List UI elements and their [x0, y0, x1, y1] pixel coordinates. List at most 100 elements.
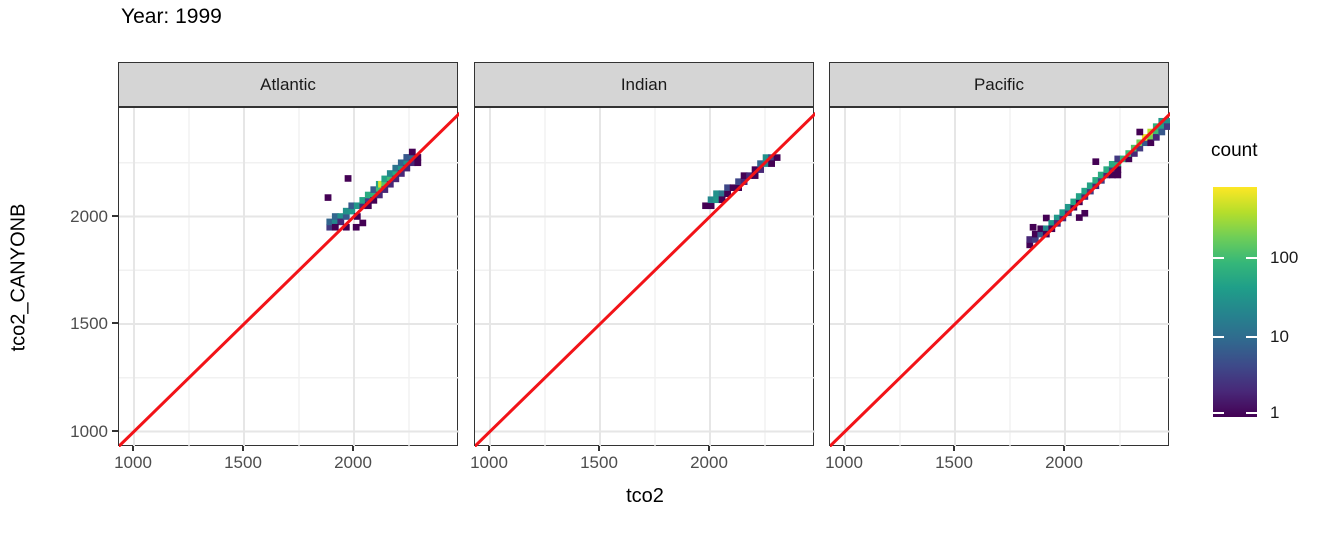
legend-tick-mark: [1246, 335, 1257, 338]
y-axis-tick: [112, 322, 118, 324]
count-bin: [331, 218, 339, 226]
count-bin: [1070, 198, 1078, 206]
x-axis-tick: [708, 446, 710, 451]
count-bin: [392, 175, 400, 183]
x-tick-label: 1500: [224, 453, 262, 472]
count-bin: [381, 186, 389, 193]
facet-strip-label: Atlantic: [260, 74, 316, 94]
legend-tick-label: 1: [1270, 403, 1280, 423]
count-bin: [1031, 230, 1039, 238]
facet-panel-indian: [474, 107, 815, 447]
count-bin: [364, 191, 372, 199]
y-axis-tick: [112, 429, 118, 432]
count-bin: [735, 178, 742, 185]
count-bin: [359, 197, 367, 204]
legend-tick-mark: [1246, 412, 1257, 415]
x-axis-tick: [953, 446, 955, 451]
count-bin: [1064, 203, 1072, 211]
count-bin: [702, 202, 709, 210]
count-bin: [337, 213, 345, 220]
count-bin: [707, 196, 715, 204]
x-axis-tick: [488, 446, 490, 451]
count-bin: [326, 223, 334, 231]
count-bin: [403, 159, 411, 167]
count-bin: [757, 160, 764, 167]
count-bin: [348, 207, 356, 215]
count-bin: [375, 191, 383, 199]
x-axis-tick: [242, 446, 244, 451]
count-bin: [1114, 166, 1122, 173]
x-axis-tick: [132, 446, 134, 451]
count-bin: [403, 154, 411, 161]
count-bin: [397, 164, 405, 172]
y-axis-tick: [112, 214, 118, 217]
count-bin: [724, 190, 731, 198]
legend-tick-label: 10: [1270, 326, 1289, 346]
count-bin: [1037, 230, 1045, 238]
count-bin: [762, 154, 770, 161]
identity-reference-line: [830, 111, 1170, 447]
count-bin: [364, 197, 372, 204]
count-bin: [1053, 214, 1061, 222]
count-bin: [1029, 223, 1037, 231]
count-bin: [1141, 139, 1149, 147]
count-bin: [375, 186, 383, 193]
legend-tick-mark: [1246, 257, 1257, 260]
legend-colorbar: [1213, 187, 1257, 417]
count-bin: [1092, 158, 1100, 165]
x-tick-label: 1000: [470, 453, 508, 472]
count-bin: [392, 164, 400, 172]
count-bin: [1081, 209, 1089, 217]
count-bin: [352, 223, 360, 231]
facet-strip-atlantic: Atlantic: [118, 62, 458, 107]
plot-title: Year: 1999: [121, 5, 222, 28]
count-bin: [740, 172, 748, 179]
count-bin: [1097, 171, 1105, 179]
count-bin: [1048, 220, 1056, 227]
y-tick-label: 1000: [70, 421, 108, 441]
count-bin: [342, 223, 350, 231]
count-bin: [751, 166, 759, 173]
panel-canvas: [830, 108, 1170, 447]
count-bin: [1103, 166, 1111, 173]
count-bin: [353, 202, 361, 210]
x-axis-title: tco2: [626, 485, 664, 507]
x-tick-label: 1000: [825, 453, 863, 472]
count-bin: [1163, 123, 1170, 130]
count-bin: [713, 190, 720, 198]
facet-strip-label: Indian: [620, 74, 668, 94]
x-tick-label: 2000: [690, 453, 728, 472]
count-bin: [1086, 182, 1094, 190]
count-bin: [386, 180, 394, 188]
count-bin: [408, 148, 416, 156]
count-bin: [1158, 123, 1166, 130]
panel-canvas: [475, 108, 815, 447]
count-bin: [370, 186, 378, 193]
count-bin: [353, 213, 361, 220]
count-bin: [718, 190, 726, 198]
count-bin: [1125, 155, 1133, 163]
legend-tick-mark: [1213, 335, 1224, 338]
count-bin: [1059, 209, 1067, 216]
count-bin: [1163, 117, 1170, 125]
facet-strip-label: Pacific: [973, 74, 1025, 94]
count-bin: [337, 218, 345, 226]
y-tick-label: 1500: [70, 314, 108, 333]
count-bin: [397, 170, 405, 177]
count-bin: [359, 202, 367, 210]
x-axis-tick: [843, 446, 845, 451]
count-bin: [364, 202, 372, 210]
count-bin: [386, 170, 394, 177]
count-bin: [359, 219, 367, 227]
count-bin: [1026, 241, 1034, 249]
count-bin: [751, 172, 759, 179]
y-tick-label: 2000: [70, 206, 108, 226]
count-bin: [348, 202, 356, 210]
count-bin: [746, 172, 753, 179]
identity-reference-line: [119, 111, 459, 447]
count-bin: [1114, 171, 1122, 179]
count-bin: [414, 159, 422, 167]
x-tick-label: 1000: [114, 453, 152, 472]
identity-reference-line: [475, 111, 815, 447]
count-bin: [324, 194, 332, 201]
